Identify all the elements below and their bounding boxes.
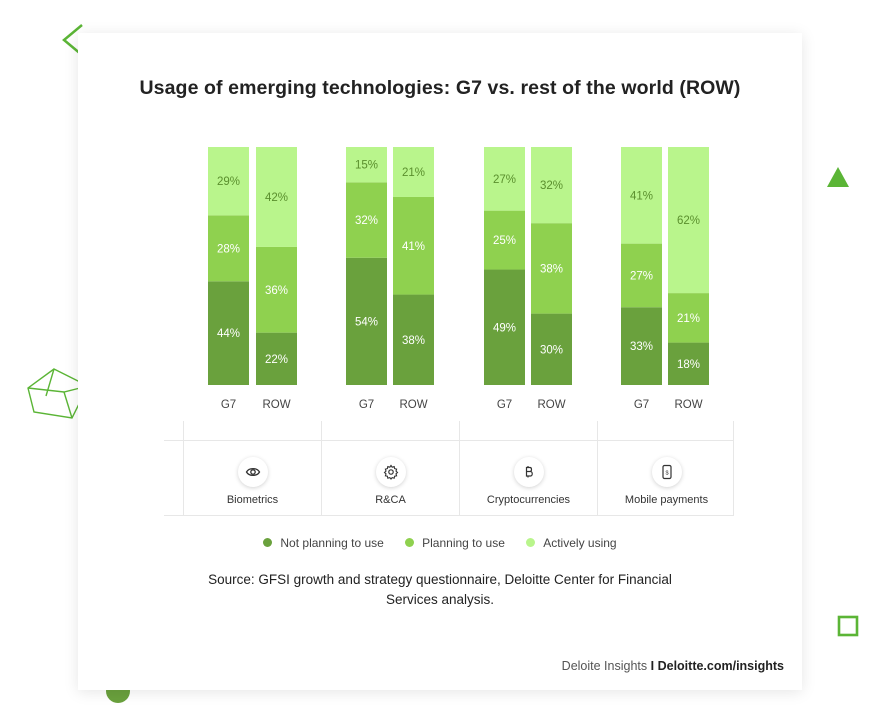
- data-label: 41%: [630, 190, 653, 202]
- chart-legend: Not planning to use Planning to use Acti…: [78, 536, 802, 550]
- divider-v-5: [733, 421, 734, 515]
- footer-separator: I: [650, 659, 655, 673]
- legend-swatch: [263, 538, 273, 548]
- bar-segment: [393, 196, 434, 295]
- bar-segment: [256, 147, 297, 247]
- data-label: 41%: [402, 241, 425, 253]
- bar-segment: [668, 147, 709, 294]
- bar-segment: [621, 147, 662, 244]
- divider-v-4: [597, 421, 598, 515]
- chart-title: Usage of emerging technologies: G7 vs. r…: [139, 77, 741, 99]
- data-label: 29%: [217, 176, 240, 188]
- divider-v-3: [459, 421, 460, 515]
- data-label: 49%: [493, 322, 516, 334]
- bar-segment: [208, 281, 249, 385]
- data-label: 21%: [402, 167, 425, 179]
- square-outline-decoration: [837, 615, 859, 637]
- category-label: R&CA: [375, 494, 406, 506]
- data-label: 18%: [677, 359, 700, 371]
- category-label: Biometrics: [226, 494, 279, 506]
- bar-segment: [531, 313, 572, 385]
- data-label: 33%: [630, 341, 653, 353]
- footer-brand: Deloite Insights: [561, 659, 648, 673]
- bar-region-label: G7: [634, 399, 649, 411]
- bar-segment: [393, 147, 434, 197]
- legend-swatch: [405, 538, 415, 548]
- divider-top: [164, 440, 734, 441]
- bar-segment: [484, 269, 525, 385]
- bar-segment: [208, 147, 249, 216]
- bar-segment: [484, 147, 525, 211]
- category-cryptocurrencies: Cryptocurrencies: [460, 445, 597, 515]
- divider-bottom: [164, 515, 734, 516]
- legend-swatch: [526, 538, 536, 548]
- bar-segment: [531, 147, 572, 224]
- source-note: Source: GFSI growth and strategy questio…: [208, 572, 672, 607]
- stacked-bar-chart: 44% 28% 29% G7 22% 36% 42% ROW 54% 32% 15% G7 38% 41%…: [208, 147, 709, 411]
- legend-label: Actively using: [543, 536, 617, 550]
- bar-region-label: ROW: [399, 399, 427, 411]
- bar-segment: [668, 293, 709, 343]
- data-label: 62%: [677, 215, 700, 227]
- footer-link[interactable]: Deloitte.com/insights: [657, 659, 784, 673]
- bar-segment: [484, 210, 525, 270]
- bar-region-label: ROW: [262, 399, 290, 411]
- bar-region-label: ROW: [674, 399, 702, 411]
- eye-icon: [237, 457, 268, 487]
- data-label: 38%: [540, 263, 563, 275]
- data-label: 54%: [355, 316, 378, 328]
- data-label: 30%: [540, 344, 563, 356]
- bar-segment: [531, 223, 572, 314]
- data-label: 38%: [402, 335, 425, 347]
- data-label: 36%: [265, 285, 288, 297]
- category-label: Cryptocurrencies: [486, 494, 571, 506]
- bar-segment: [393, 294, 434, 385]
- category-biometrics: Biometrics: [184, 445, 321, 515]
- data-label: 44%: [217, 328, 240, 340]
- data-label: 25%: [493, 235, 516, 247]
- data-label: 28%: [217, 243, 240, 255]
- bar-segment: [668, 342, 709, 385]
- gear-icon: [375, 457, 406, 487]
- bar-region-label: G7: [497, 399, 512, 411]
- infographic-card: Usage of emerging technologies: G7 vs. r…: [78, 33, 802, 690]
- mobile-phone-icon: $: [651, 457, 682, 487]
- legend-item-planning: Planning to use: [405, 536, 505, 550]
- chevron-outline-decoration: [62, 24, 83, 56]
- bar-segment: [621, 243, 662, 308]
- bitcoin-icon: [513, 457, 544, 487]
- data-label: 22%: [265, 354, 288, 366]
- data-label: 27%: [630, 270, 653, 282]
- category-label: Mobile payments: [624, 494, 709, 506]
- bar-region-label: G7: [221, 399, 236, 411]
- data-label: 32%: [355, 215, 378, 227]
- legend-item-actively: Actively using: [526, 536, 617, 550]
- bar-region-label: G7: [359, 399, 374, 411]
- bar-segment: [208, 215, 249, 282]
- data-label: 42%: [265, 192, 288, 204]
- bar-segment: [621, 307, 662, 385]
- legend-label: Planning to use: [422, 536, 505, 550]
- triangle-decoration: [827, 167, 849, 187]
- divider-v-1: [183, 421, 184, 515]
- bar-region-label: ROW: [537, 399, 565, 411]
- bar-segment: [256, 246, 297, 333]
- legend-label: Not planning to use: [280, 536, 384, 550]
- bar-segment: [346, 147, 387, 183]
- bar-segment: [346, 257, 387, 385]
- category-mobile-payments: $ Mobile payments: [598, 445, 735, 515]
- data-label: 21%: [677, 313, 700, 325]
- data-label: 27%: [493, 174, 516, 186]
- bar-segment: [256, 332, 297, 385]
- data-label: 32%: [540, 180, 563, 192]
- svg-text:$: $: [665, 471, 668, 477]
- legend-item-not-planning: Not planning to use: [263, 536, 384, 550]
- category-rca: R&CA: [322, 445, 459, 515]
- data-label: 15%: [355, 160, 378, 172]
- bar-segment: [346, 182, 387, 258]
- footer-credit: Deloite Insights I Deloitte.com/insights: [562, 659, 784, 673]
- divider-v-2: [321, 421, 322, 515]
